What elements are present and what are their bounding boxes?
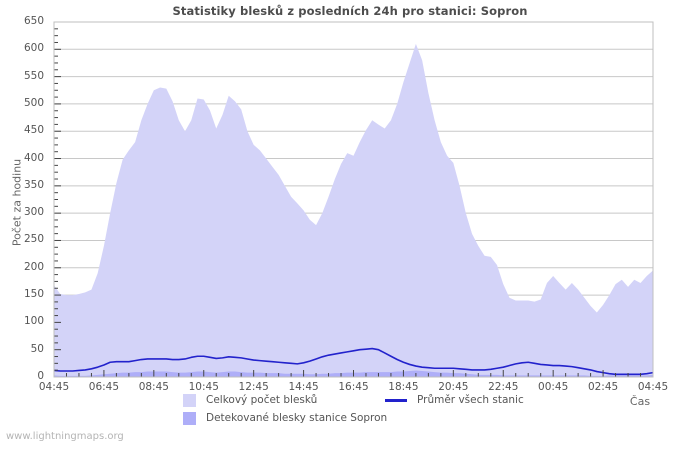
x-axis-tick-label: 00:45: [538, 381, 569, 393]
x-axis-tick-label: 08:45: [138, 381, 169, 393]
x-axis-tick-label: 02:45: [587, 381, 619, 393]
y-axis-tick-label: 250: [23, 233, 44, 246]
y-axis-tick-label: 450: [23, 124, 44, 137]
page-title: Statistiky blesků z posledních 24h pro s…: [172, 4, 528, 18]
watermark: www.lightningmaps.org: [6, 431, 124, 442]
legend-color-swatch: [183, 393, 196, 407]
y-axis-tick-label: 200: [23, 260, 44, 273]
x-axis-tick-label: 16:45: [338, 381, 369, 393]
x-axis-tick-label: 14:45: [288, 381, 319, 393]
plot-frame: [53, 21, 654, 378]
legend-item-label: Průměr všech stanic: [417, 394, 524, 406]
y-axis-tick-label: 550: [23, 69, 44, 82]
x-axis-tick-label: 10:45: [188, 381, 219, 393]
legend-item-label: Celkový počet blesků: [206, 394, 318, 406]
x-axis-tick-label: 18:45: [388, 381, 419, 393]
y-axis-tick-label: 50: [30, 342, 44, 355]
x-axis-tick-label: 22:45: [488, 381, 519, 393]
legend-item[interactable]: Detekované blesky stanice Sopron: [183, 410, 387, 426]
y-axis-tick-label: 0: [37, 370, 44, 382]
x-axis-tick-label: 04:45: [38, 381, 70, 393]
y-axis-tick-label: 600: [23, 42, 44, 55]
y-axis-tick-label: 400: [23, 151, 44, 164]
legend-item[interactable]: Průměr všech stanic: [385, 392, 524, 408]
x-axis-tick-label: 12:45: [238, 381, 269, 393]
x-axis-tick-label: 06:45: [88, 381, 120, 393]
y-axis-tick-label: 500: [23, 96, 44, 109]
y-axis-tick-label: 100: [23, 315, 44, 328]
legend-item-label: Detekované blesky stanice Sopron: [206, 412, 388, 424]
chart-legend: Celkový počet blesků Detekované blesky st…: [0, 392, 700, 428]
series-group: [53, 43, 654, 377]
y-axis-tick-label: 150: [23, 288, 44, 301]
y-axis-tick-label: 350: [23, 178, 44, 191]
legend-color-swatch: [183, 411, 196, 425]
legend-line-swatch: [385, 398, 407, 402]
y-axis-tick-label: 650: [23, 15, 44, 27]
x-axis-title: Čas: [629, 395, 651, 408]
legend-item[interactable]: Celkový počet blesků: [183, 392, 317, 408]
x-axis-tick-label: 04:45: [637, 381, 669, 393]
y-axis-tick-label: 300: [23, 206, 44, 219]
x-axis-tick-label: 20:45: [438, 381, 469, 393]
